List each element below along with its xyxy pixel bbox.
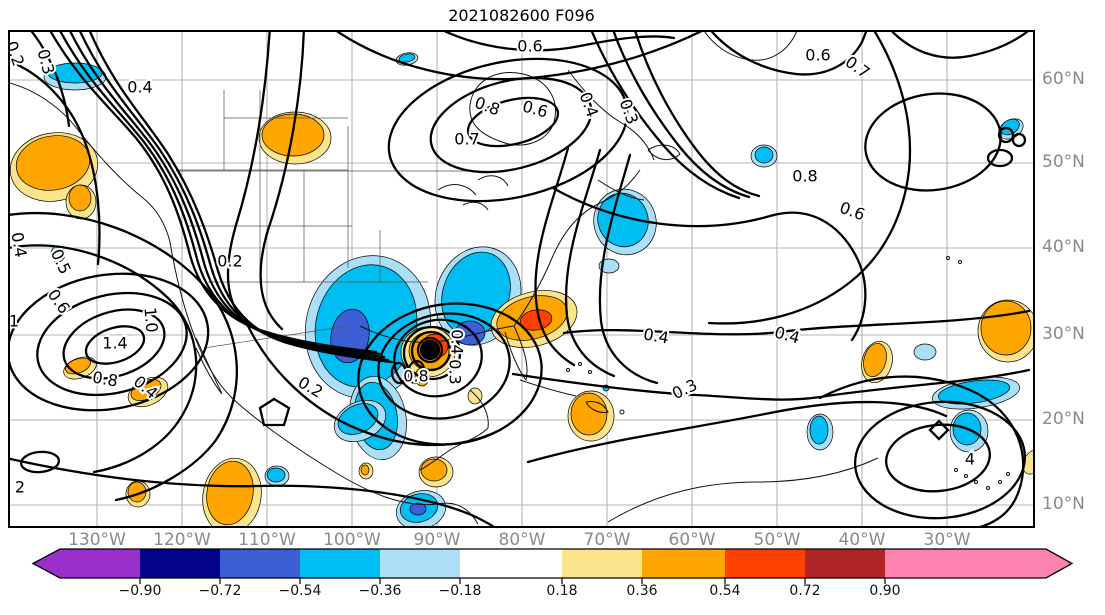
map-plot: 0.2 0.30.40.20.40.50.61 1.01.40.8 0.420.60.…	[8, 30, 1035, 528]
lon-tick-label: 120°W	[153, 530, 211, 550]
contour-label: 0.3	[446, 359, 465, 384]
colorbar-tick-label: 0.72	[789, 583, 821, 599]
lon-tick-label: 50°W	[753, 530, 801, 550]
colorbar-tick-label: −0.18	[438, 583, 482, 599]
shaded-region-royal	[409, 502, 427, 516]
lon-tick-label: 100°W	[323, 530, 381, 550]
shaded-region-orange	[360, 464, 370, 476]
contour-label: 0.3	[33, 47, 58, 77]
lon-tick-label: 30°W	[923, 530, 971, 550]
plot-frame	[8, 30, 1035, 528]
shaded-region-orange	[68, 184, 92, 212]
contour-label: 0.4	[448, 329, 467, 354]
shaded-region-cyan	[398, 53, 416, 63]
grid-lines	[8, 30, 1035, 528]
colorbar-segment-navy	[140, 549, 220, 578]
contour-label: 0.4	[8, 231, 31, 259]
colorbar-segment-yellow	[562, 549, 642, 578]
contour-label: 1.4	[102, 334, 127, 353]
contour-label: 0.8	[91, 367, 119, 390]
contour-label: 0.8	[403, 367, 428, 386]
contour-label: 0.4	[576, 89, 603, 119]
colorbar-tick-label: 0.54	[709, 583, 741, 599]
lat-tick-label: 20°N	[1042, 409, 1085, 429]
shaded-region-orange	[570, 392, 608, 436]
hurricane-eye-dot	[419, 339, 441, 361]
colorbar-segment-royal	[220, 549, 300, 578]
contour-label: 0.6	[44, 286, 74, 318]
lat-tick-label: 40°N	[1042, 237, 1085, 257]
colorbar-tick-label: 0.18	[546, 583, 578, 599]
colorbar-tick-label: 0.90	[869, 583, 901, 599]
shaded-region-orange	[863, 342, 887, 378]
lon-tick-label: 130°W	[68, 530, 126, 550]
colorbar-segment-lightblue	[380, 549, 460, 578]
contour-label: 0.2	[217, 252, 242, 271]
lon-tick-label: 40°W	[838, 530, 886, 550]
contour-label: 2	[15, 478, 25, 497]
shaded-region-orangered	[519, 309, 553, 331]
shaded-region-orange	[206, 460, 254, 526]
contour-label: 1.0	[140, 306, 161, 333]
lon-tick-label: 60°W	[668, 530, 716, 550]
shaded-region-cyan	[809, 415, 829, 445]
colorbar-extend-left	[33, 549, 140, 578]
shaded-region-orange	[980, 300, 1032, 356]
contour-label: 0.4	[127, 78, 152, 97]
contour-label: 0.6	[517, 37, 542, 56]
lat-tick-label: 10°N	[1042, 494, 1085, 514]
contour-label: 0.4	[642, 324, 670, 347]
shaded-region-yellow	[467, 387, 483, 405]
lon-tick-label: 90°W	[413, 530, 461, 550]
colorbar	[31, 548, 1074, 584]
contour-label: 0.2	[8, 38, 28, 68]
colorbar-tick-label: 0.36	[626, 583, 658, 599]
shaded-region-cyan	[266, 467, 286, 483]
lon-tick-label: 110°W	[238, 530, 296, 550]
colorbar-segment-orangered	[725, 549, 805, 578]
contour-label: 0.7	[842, 52, 874, 82]
shaded-region-cyan	[754, 146, 774, 164]
contour-label: 0.3	[669, 375, 700, 403]
lon-tick-label: 70°W	[583, 530, 631, 550]
chart-title: 2021082600 F096	[448, 6, 595, 25]
contour-label: 4	[965, 450, 975, 469]
shaded-region-cyan	[597, 192, 649, 248]
contour-label: 0.6	[837, 198, 867, 225]
colorbar-segment-darkred	[805, 549, 885, 578]
contour-label: 0.7	[454, 130, 479, 149]
contour-label: 0.8	[792, 167, 817, 186]
contour-label: 0.5	[47, 246, 75, 277]
colorbar-tick-label: −0.54	[278, 583, 322, 599]
contour-label: 0.6	[805, 46, 830, 65]
contour-lines	[8, 30, 1032, 528]
colorbar-tick-label: −0.36	[358, 583, 402, 599]
shaded-region-lightblue	[913, 343, 937, 361]
lat-tick-label: 50°N	[1042, 152, 1085, 172]
colorbar-outline	[31, 548, 1074, 579]
shaded-region-lightblue	[598, 258, 620, 274]
shaded-region-orange	[420, 458, 448, 482]
colorbar-extend-right	[885, 549, 1072, 578]
colorbar-tick-label: −0.72	[198, 583, 242, 599]
colorbar-tick-label: −0.90	[118, 583, 162, 599]
shaded-region-orange	[130, 379, 162, 401]
lon-tick-label: 80°W	[498, 530, 546, 550]
lat-tick-label: 30°N	[1042, 324, 1085, 344]
colorbar-segment-orange	[642, 549, 725, 578]
colorbar-segment-white	[460, 549, 562, 578]
lat-tick-label: 60°N	[1042, 69, 1085, 89]
state-borders	[176, 90, 468, 349]
colorbar-segment-cyan	[300, 549, 380, 578]
contour-label: 1	[9, 312, 19, 331]
